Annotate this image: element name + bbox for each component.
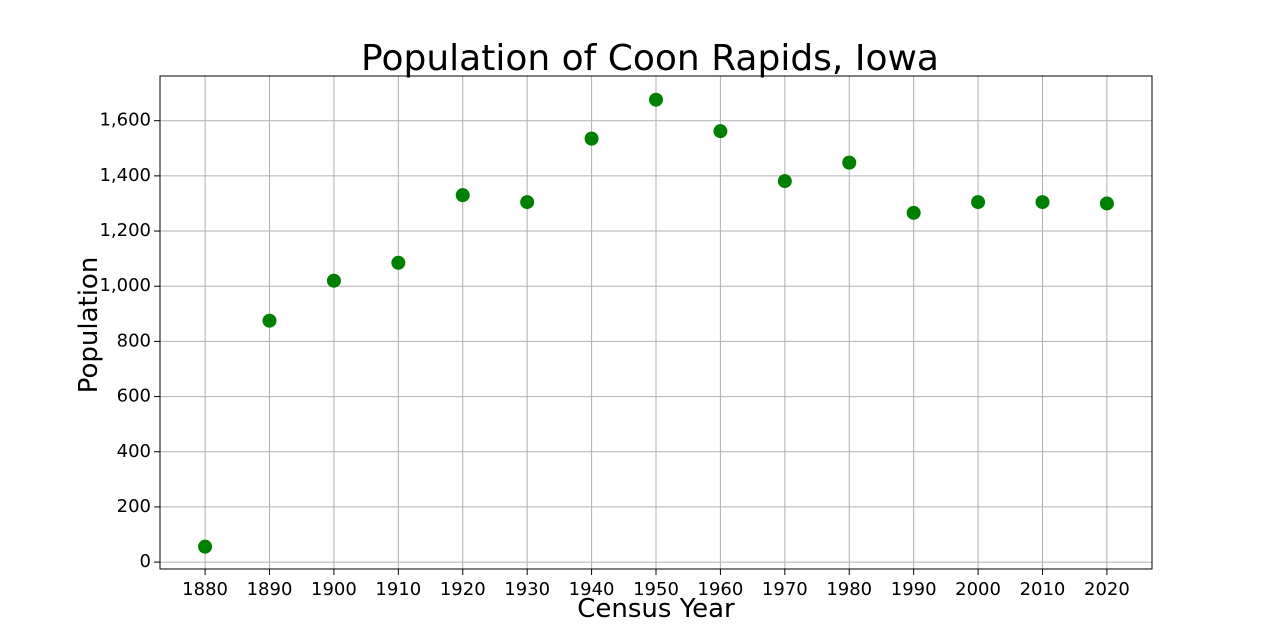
data-point: [1099, 196, 1114, 211]
plot-frame: [159, 75, 1153, 570]
y-tick-label: 400: [117, 441, 151, 462]
grid-lines: [160, 76, 1152, 569]
x-tick-label: 1880: [182, 579, 228, 600]
x-tick-label: 1910: [375, 579, 421, 600]
data-point: [842, 155, 857, 170]
y-tick-label: 800: [117, 330, 151, 351]
x-tick-label: 1940: [569, 579, 615, 600]
data-point: [262, 313, 277, 328]
data-point: [584, 131, 599, 146]
x-tick-label: 1950: [633, 579, 679, 600]
y-tick-label: 1,400: [99, 165, 151, 186]
x-tick-label: 1900: [311, 579, 357, 600]
data-point: [971, 195, 986, 210]
y-tick-label: 600: [117, 386, 151, 407]
chart-title: Population of Coon Rapids, Iowa: [361, 38, 939, 79]
y-axis-label: Population: [74, 257, 104, 394]
x-tick-label: 2020: [1084, 579, 1130, 600]
data-points: [198, 92, 1114, 554]
data-point: [455, 188, 470, 203]
y-tick-label: 0: [140, 551, 151, 572]
y-tick-label: 1,000: [99, 275, 151, 296]
data-point: [326, 273, 341, 288]
x-tick-label: 2010: [1020, 579, 1066, 600]
data-point: [906, 205, 921, 220]
x-tick-label: 2000: [955, 579, 1001, 600]
y-tick-label: 200: [117, 496, 151, 517]
x-tick-label: 1980: [826, 579, 872, 600]
x-tick-label: 1920: [440, 579, 486, 600]
data-point: [520, 195, 535, 210]
y-tick-label: 1,200: [99, 220, 151, 241]
data-point: [649, 92, 663, 107]
x-tick-label: 1960: [698, 579, 744, 600]
data-point: [713, 124, 728, 139]
y-tick-label: 1,600: [99, 110, 151, 131]
data-point: [1035, 195, 1050, 210]
x-tick-label: 1990: [891, 579, 937, 600]
data-point: [391, 255, 406, 270]
x-tick-label: 1970: [762, 579, 808, 600]
x-tick-label: 1930: [504, 579, 550, 600]
axis-ticks: 1880 1890 1900 1910 1920 1930 1940 1950 1960 1970…: [99, 110, 1129, 600]
x-axis-label: Census Year: [577, 594, 735, 624]
x-tick-label: 1890: [247, 579, 293, 600]
data-point: [198, 539, 213, 554]
data-point: [777, 174, 792, 189]
